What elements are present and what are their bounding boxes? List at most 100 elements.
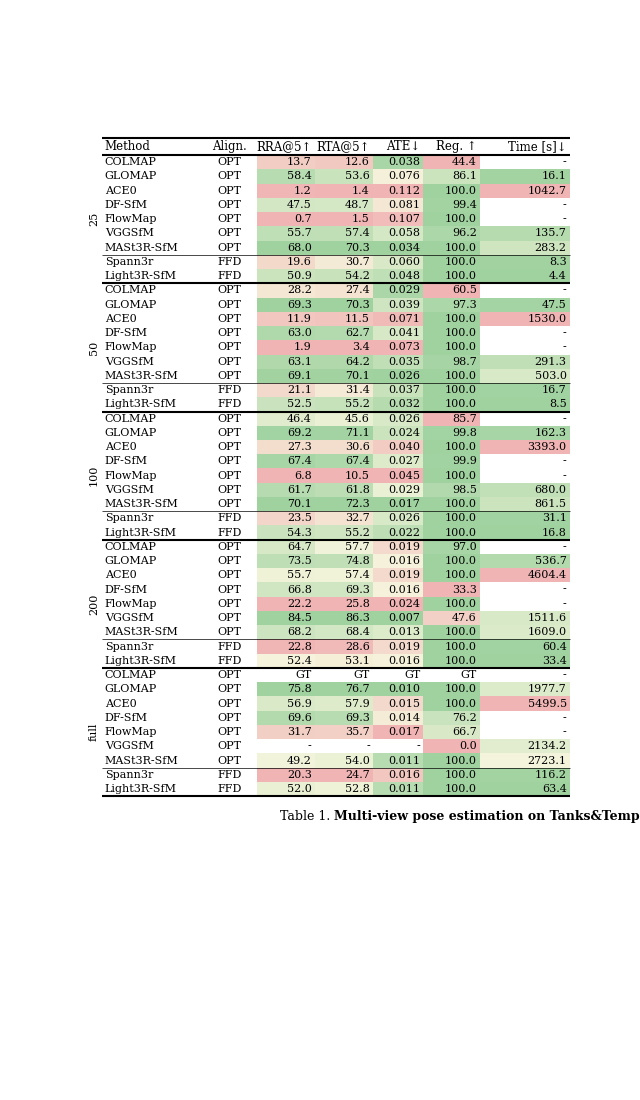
Text: 69.2: 69.2 — [287, 428, 312, 438]
Text: 63.1: 63.1 — [287, 356, 312, 366]
Bar — [423, 625, 480, 639]
Text: -: - — [417, 741, 420, 751]
Text: GT: GT — [461, 670, 477, 680]
Bar — [257, 653, 315, 668]
Text: 24.7: 24.7 — [345, 770, 370, 780]
Text: 100.0: 100.0 — [445, 698, 477, 708]
Bar — [480, 610, 570, 625]
Bar — [373, 227, 423, 241]
Text: 200: 200 — [89, 593, 99, 615]
Text: FFD: FFD — [218, 641, 242, 651]
Text: 66.7: 66.7 — [452, 727, 477, 737]
Bar — [423, 311, 480, 326]
Bar — [423, 469, 480, 483]
Text: 0.076: 0.076 — [388, 172, 420, 182]
Bar — [315, 155, 373, 169]
Text: 16.8: 16.8 — [542, 528, 566, 538]
Text: Light3R-SfM: Light3R-SfM — [105, 528, 177, 538]
Bar — [373, 155, 423, 169]
Text: OPT: OPT — [218, 598, 241, 608]
Text: OPT: OPT — [218, 670, 241, 680]
Bar — [315, 368, 373, 383]
Text: 0.014: 0.014 — [388, 713, 420, 723]
Bar — [423, 596, 480, 611]
Bar — [257, 440, 315, 454]
Text: 57.4: 57.4 — [345, 570, 370, 581]
Text: 11.9: 11.9 — [287, 314, 312, 323]
Text: OPT: OPT — [218, 584, 241, 595]
Bar — [257, 569, 315, 582]
Text: 27.3: 27.3 — [287, 442, 312, 452]
Bar — [423, 754, 480, 768]
Text: 68.4: 68.4 — [345, 627, 370, 637]
Text: 0.011: 0.011 — [388, 784, 420, 794]
Bar — [373, 610, 423, 625]
Bar — [257, 454, 315, 469]
Text: 0.016: 0.016 — [388, 584, 420, 595]
Text: Multi-view pose estimation on Tanks&Temples [21]: Multi-view pose estimation on Tanks&Temp… — [334, 810, 640, 823]
Bar — [315, 540, 373, 554]
Text: 33.4: 33.4 — [542, 656, 566, 666]
Text: 100.0: 100.0 — [445, 770, 477, 780]
Text: Spann3r: Spann3r — [105, 641, 153, 651]
Bar — [480, 483, 570, 497]
Bar — [423, 682, 480, 696]
Text: 66.8: 66.8 — [287, 584, 312, 595]
Bar — [257, 711, 315, 725]
Bar — [373, 326, 423, 340]
Bar — [480, 512, 570, 526]
Text: 86.1: 86.1 — [452, 172, 477, 182]
Bar — [423, 340, 480, 354]
Bar — [257, 241, 315, 255]
Text: 70.3: 70.3 — [345, 299, 370, 310]
Bar — [257, 754, 315, 768]
Bar — [423, 711, 480, 725]
Text: OPT: OPT — [218, 613, 241, 623]
Text: 0.019: 0.019 — [388, 570, 420, 581]
Bar — [257, 639, 315, 653]
Bar — [423, 497, 480, 512]
Bar — [373, 383, 423, 397]
Bar — [423, 540, 480, 554]
Bar — [423, 155, 480, 169]
Bar — [315, 497, 373, 512]
Text: 503.0: 503.0 — [534, 371, 566, 381]
Text: OPT: OPT — [218, 428, 241, 438]
Text: MASt3R-SfM: MASt3R-SfM — [105, 371, 179, 381]
Text: 28.6: 28.6 — [345, 641, 370, 651]
Bar — [315, 754, 373, 768]
Bar — [423, 782, 480, 796]
Bar — [257, 583, 315, 596]
Text: 0.013: 0.013 — [388, 627, 420, 637]
Text: 23.5: 23.5 — [287, 514, 312, 524]
Text: 0.7: 0.7 — [294, 214, 312, 224]
Text: -: - — [563, 584, 566, 595]
Text: 5499.5: 5499.5 — [527, 698, 566, 708]
Bar — [373, 198, 423, 212]
Bar — [423, 653, 480, 668]
Bar — [257, 696, 315, 711]
Bar — [315, 326, 373, 340]
Text: 0.060: 0.060 — [388, 257, 420, 267]
Bar — [480, 696, 570, 711]
Bar — [315, 768, 373, 782]
Text: 100.0: 100.0 — [445, 641, 477, 651]
Text: -: - — [563, 157, 566, 167]
Text: 61.8: 61.8 — [345, 485, 370, 495]
Bar — [257, 184, 315, 198]
Text: ACE0: ACE0 — [105, 442, 136, 452]
Bar — [315, 426, 373, 440]
Text: 100.0: 100.0 — [445, 471, 477, 481]
Text: FlowMap: FlowMap — [105, 598, 157, 608]
Text: 55.7: 55.7 — [287, 229, 312, 239]
Text: 70.1: 70.1 — [287, 499, 312, 509]
Bar — [257, 426, 315, 440]
Text: 22.2: 22.2 — [287, 598, 312, 608]
Bar — [423, 426, 480, 440]
Text: -: - — [563, 670, 566, 680]
Bar — [423, 212, 480, 227]
Bar — [257, 383, 315, 397]
Bar — [423, 326, 480, 340]
Text: 0.038: 0.038 — [388, 157, 420, 167]
Text: GLOMAP: GLOMAP — [105, 428, 157, 438]
